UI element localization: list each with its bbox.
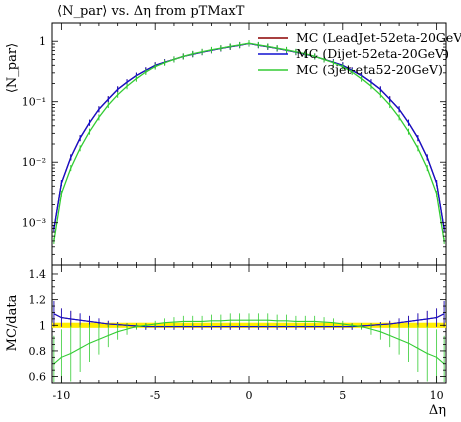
lower-y-tick-label-0: 1.4 [29, 268, 47, 281]
title-text: ⟨N_par⟩ vs. Δη from pTMaxT [57, 4, 245, 19]
x-tick-label-3: 5 [339, 389, 346, 402]
lower-panel: 1.4 1.2 1 0.8 0.6 -10 -5 0 5 10 MC/data Δη [5, 264, 447, 418]
lower-y-tick-label-3: 0.8 [29, 345, 47, 358]
lower-y-axis-label: MC/data [5, 294, 20, 351]
x-tick-label-4: 10 [430, 389, 444, 402]
lower-x-ticks: -10 -5 0 5 10 [53, 265, 444, 402]
lower-series-3 [53, 313, 445, 382]
lower-y-tick-label-1: 1.2 [29, 294, 47, 307]
x-axis-label: Δη [429, 403, 446, 418]
upper-y-ticks: 1 10⁻¹ 10⁻² 10⁻³ [22, 22, 446, 266]
legend: MC (LeadJet-52eta-20GeV)MC (Dijet-52eta-… [258, 30, 461, 77]
legend-label-1: MC (LeadJet-52eta-20GeV) [296, 30, 461, 45]
upper-series-group [53, 40, 445, 244]
x-tick-label-1: -5 [150, 389, 161, 402]
chart-title: ⟨N_par⟩ vs. Δη from pTMaxT [57, 4, 245, 19]
upper-y-tick-label-2: 10⁻² [22, 156, 46, 169]
x-tick-label-2: 0 [246, 389, 253, 402]
lower-y-tick-label-2: 1 [39, 319, 46, 332]
lower-series-group [53, 300, 445, 382]
upper-y-axis-label: ⟨N_par⟩ [5, 43, 20, 93]
lower-y-tick-label-4: 0.6 [29, 371, 47, 384]
upper-series-3 [53, 40, 445, 244]
legend-label-2: MC (Dijet-52eta-20GeV) [296, 46, 449, 61]
upper-panel: 1 10⁻¹ 10⁻² 10⁻³ ⟨N_par⟩ [5, 22, 447, 266]
upper-y-tick-label-1: 10⁻¹ [22, 96, 46, 109]
lower-y-ticks: 1.4 1.2 1 0.8 0.6 [29, 268, 446, 384]
upper-y-tick-label-0: 1 [39, 35, 46, 48]
legend-label-3: MC (3jet-eta52-20GeV) [296, 62, 443, 77]
upper-y-tick-label-3: 10⁻³ [22, 217, 46, 230]
x-tick-label-0: -10 [53, 389, 71, 402]
